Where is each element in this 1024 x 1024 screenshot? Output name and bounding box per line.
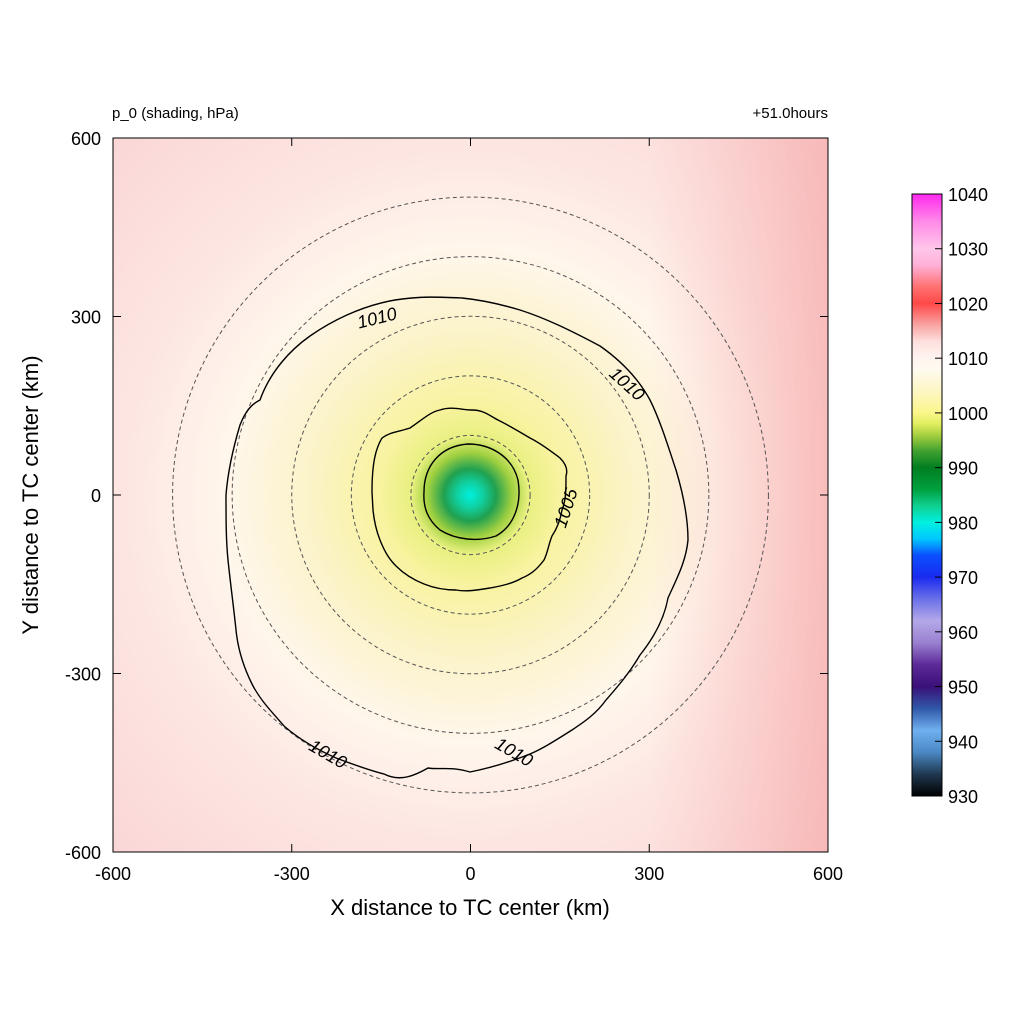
- x-tick-label: 600: [813, 864, 843, 884]
- contour-line-1005: [371, 407, 568, 592]
- dashed-circle-4: [231, 256, 710, 734]
- colorbar-tick-label: 950: [948, 678, 978, 698]
- colorbar-tick-label: 1040: [948, 185, 988, 205]
- y-tick-label: 0: [91, 486, 101, 506]
- x-axis-label: X distance to TC center (km): [330, 895, 610, 920]
- colorbar-ticks: 1040 1030 1020 1010 1000 990 980 970 960 950 940 93…: [935, 185, 988, 807]
- colorbar-tick-label: 970: [948, 568, 978, 588]
- dashed-circle-5: [172, 196, 769, 794]
- axis-ticks: -600 -300 0 300 600 600 300 0 -300 -600: [65, 129, 843, 884]
- y-tick-label: -300: [65, 665, 101, 685]
- y-tick-label: 300: [71, 308, 101, 328]
- colorbar-tick-label: 1010: [948, 349, 988, 369]
- chart-title-left: p_0 (shading, hPa): [112, 105, 239, 122]
- colorbar-tick-label: 930: [948, 787, 978, 807]
- chart-title-right: +51.0hours: [753, 105, 828, 122]
- colorbar-tick-label: 1020: [948, 294, 988, 314]
- east-high-pressure-tint: [113, 138, 828, 852]
- dashed-circle-2: [350, 375, 591, 615]
- colorbar-tick-label: 990: [948, 459, 978, 479]
- dashed-radius-circles: [172, 196, 769, 794]
- colorbar-gradient-bar: [911, 193, 943, 797]
- colorbar-tick-label: 960: [948, 623, 978, 643]
- x-tick-label: -600: [95, 864, 131, 884]
- x-tick-label: 0: [465, 864, 475, 884]
- y-axis-label: Y distance to TC center (km): [18, 355, 43, 634]
- dashed-circle-3: [291, 315, 650, 675]
- contour-line-inner: [423, 443, 520, 541]
- colorbar-tick-label: 980: [948, 513, 978, 533]
- contour-line-1010: [225, 296, 689, 779]
- colorbar-tick-label: 940: [948, 732, 978, 752]
- y-tick-label: 600: [71, 129, 101, 149]
- y-tick-label: -600: [65, 843, 101, 863]
- x-tick-label: 300: [634, 864, 664, 884]
- x-tick-label: -300: [274, 864, 310, 884]
- colorbar-tick-label: 1000: [948, 404, 988, 424]
- colorbar: 1040 1030 1020 1010 1000 990 980 970 960 950 940 93…: [911, 185, 988, 807]
- colorbar-tick-label: 1030: [948, 240, 988, 260]
- dashed-circle-1: [410, 434, 531, 556]
